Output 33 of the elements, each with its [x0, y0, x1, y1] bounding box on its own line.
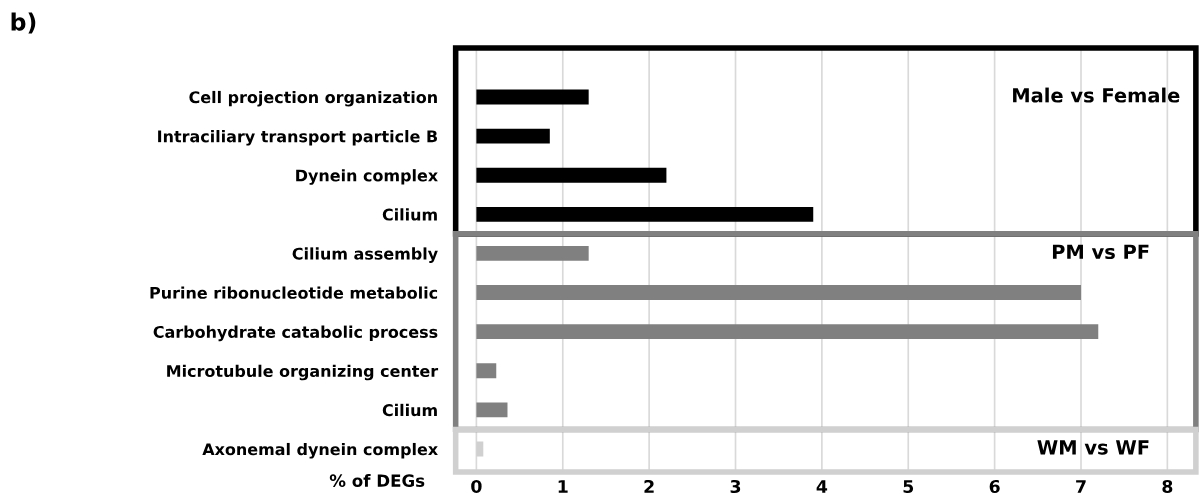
- y-tick-label: Purine ribonucleotide metabolic: [150, 286, 438, 299]
- y-tick-label: Cilium: [382, 208, 437, 221]
- y-tick-label: Cilium: [382, 403, 437, 417]
- bar: [476, 128, 550, 144]
- y-tick-label: Axonemal dynein complex: [202, 442, 438, 459]
- y-tick-label: Cilium assembly: [292, 247, 438, 263]
- x-tick-label: 1: [558, 480, 568, 493]
- x-tick-label: 6: [989, 479, 1000, 494]
- x-tick-label: 5: [903, 480, 914, 494]
- x-tick-label: 3: [730, 479, 741, 494]
- y-tick-label: Dynein complex: [296, 169, 438, 185]
- bar: [476, 402, 508, 418]
- bar: [476, 285, 1081, 300]
- text: Male vs Female: [1013, 87, 1180, 103]
- x-tick-label: 8: [1162, 479, 1173, 494]
- text: b): [11, 12, 36, 34]
- x-tick-label: 0: [471, 479, 482, 494]
- y-tick-label: Cell projection organization: [189, 90, 437, 107]
- y-tick-label: Carbohydrate catabolic process: [153, 325, 438, 342]
- bar: [476, 363, 497, 379]
- x-axis-title: % of DEGs: [329, 474, 425, 487]
- bar: [476, 246, 589, 261]
- bar: [476, 167, 667, 183]
- series-label: PM vs PF: [1052, 244, 1149, 260]
- bar: [476, 89, 589, 105]
- x-tick-label: 4: [816, 480, 828, 493]
- text: WM vs WF: [1037, 440, 1149, 455]
- y-tick-label: Microtubule organizing center: [167, 364, 439, 381]
- x-tick-label: 2: [644, 479, 654, 493]
- y-tick-label: Intraciliary transport particle B: [158, 130, 438, 146]
- x-tick-label: 7: [1076, 480, 1086, 493]
- bar: [476, 324, 1099, 340]
- bar: [476, 206, 814, 222]
